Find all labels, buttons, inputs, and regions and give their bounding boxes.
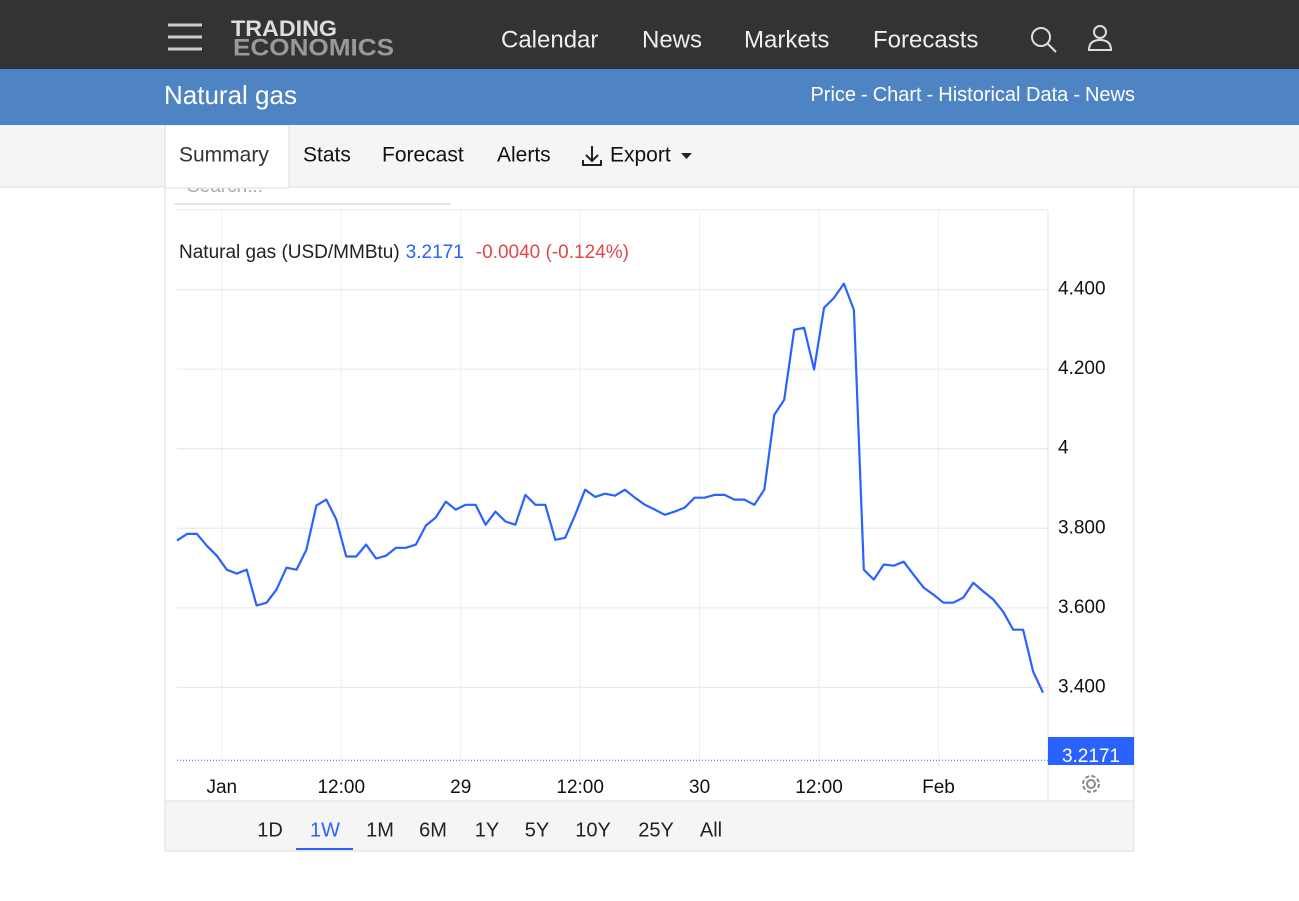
nav-link[interactable]: Calendar	[501, 26, 598, 53]
active-tab	[164, 124, 290, 189]
range-button[interactable]: 10Y	[575, 819, 611, 841]
tab[interactable]: Stats	[303, 144, 351, 167]
y-tick-label: 3.400	[1058, 676, 1106, 697]
legend-title: Natural gas (USD/MMBtu)	[179, 242, 400, 263]
tab[interactable]: Forecast	[382, 144, 464, 167]
x-tick-label: 30	[689, 777, 710, 798]
price-line	[176, 282, 1044, 694]
y-tick-label: 3.800	[1058, 517, 1106, 538]
last-price-badge	[1048, 737, 1134, 765]
x-tick-label: Feb	[922, 777, 955, 798]
nav-link[interactable]: Forecasts	[873, 26, 978, 53]
range-button[interactable]: 25Y	[638, 819, 674, 841]
download-icon	[582, 146, 602, 166]
legend-change: -0.0040 (-0.124%)	[476, 242, 629, 263]
y-tick-label: 3.600	[1058, 597, 1106, 618]
x-tick-label: 12:00	[556, 777, 604, 798]
search-icon[interactable]	[1031, 27, 1057, 53]
section-link[interactable]: Historical Data	[938, 84, 1069, 106]
page-title: Natural gas	[164, 80, 297, 110]
nav-link[interactable]: News	[642, 26, 702, 53]
legend: Natural gas (USD/MMBtu) 3.2171 -0.0040 (-0…	[179, 242, 629, 263]
tab[interactable]: Export	[610, 144, 671, 167]
x-tick-label: Jan	[206, 777, 237, 798]
top-bar	[0, 0, 1299, 69]
plot: 3.400 3.600 3.800 4 4.200 4.400 Jan 12:00 29 12:0…	[176, 209, 1134, 850]
range-button[interactable]: 1Y	[475, 819, 499, 841]
section-link[interactable]: Price	[810, 84, 856, 106]
nav: Calendar News Markets Forecasts	[501, 26, 978, 53]
x-tick-label: 29	[450, 777, 471, 798]
settings-icon[interactable]	[1082, 775, 1100, 793]
link-separator: -	[1073, 84, 1080, 106]
last-price-label: 3.2171	[1062, 746, 1120, 767]
legend-price: 3.2171	[406, 242, 464, 263]
logo-bottom[interactable]: ECONOMICS	[233, 34, 394, 61]
logo-top[interactable]: TRADING	[231, 16, 337, 41]
export-caret	[681, 153, 692, 159]
range-button[interactable]: 1D	[257, 819, 283, 841]
section-link[interactable]: Chart	[873, 84, 922, 106]
tabs: Summary Stats Forecast Alerts Export	[179, 144, 671, 167]
y-tick-label: 4.400	[1058, 279, 1106, 300]
link-separator: -	[927, 84, 934, 106]
range-button[interactable]: 6M	[419, 819, 447, 841]
chart-panel	[164, 169, 1135, 852]
y-tick-label: 4.200	[1058, 358, 1106, 379]
range-button[interactable]: 1W	[310, 819, 340, 841]
range-bar	[164, 800, 1135, 852]
user-icon[interactable]	[1087, 25, 1113, 51]
link-separator: -	[861, 84, 868, 106]
range-button[interactable]: All	[700, 819, 722, 841]
range-button[interactable]: 5Y	[525, 819, 549, 841]
tab[interactable]: Summary	[179, 144, 269, 167]
nav-link[interactable]: Markets	[744, 26, 829, 53]
section-links: Price - Chart - Historical Data - News	[810, 84, 1135, 106]
sub-header	[0, 69, 1299, 125]
menu-icon[interactable]	[168, 23, 202, 51]
x-tick-label: 12:00	[317, 777, 365, 798]
tab[interactable]: Alerts	[497, 144, 551, 167]
x-tick-label: 12:00	[795, 777, 843, 798]
range-button[interactable]: 1M	[366, 819, 394, 841]
y-tick-label: 4	[1058, 438, 1069, 459]
section-link[interactable]: News	[1085, 84, 1135, 106]
